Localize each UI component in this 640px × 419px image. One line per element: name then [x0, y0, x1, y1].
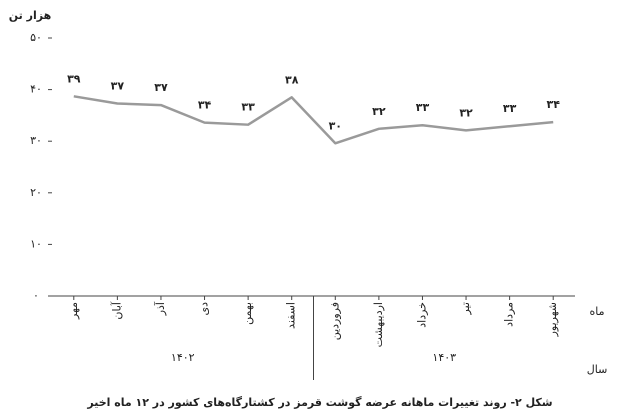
- data-label: ۳۰: [329, 119, 342, 132]
- data-label: ۳۴: [198, 99, 212, 112]
- month-row-label: ماه: [589, 305, 604, 318]
- y-tick-label: ۳۰: [30, 134, 42, 147]
- year-row-label: سال: [587, 363, 608, 376]
- line: [73, 95, 554, 145]
- caption: شکل ۲- روند تغییرات ماهانه عرضه گوشت قرم…: [86, 396, 552, 409]
- x-tick-label: خرداد: [415, 302, 428, 328]
- group-label: ۱۴۰۳: [432, 351, 456, 364]
- y-tick-label: ۴۰: [30, 83, 42, 96]
- x-tick-label: آبان: [109, 301, 123, 319]
- y-tick-label: ۵۰: [30, 31, 42, 44]
- data-label: ۳۲: [459, 106, 473, 119]
- x-tick-label: مهر: [67, 302, 80, 320]
- y-tick-label: ۰: [33, 289, 39, 302]
- x-tick-label: مرداد: [503, 302, 516, 327]
- group-label: ۱۴۰۲: [171, 351, 195, 364]
- y-tick-label: ۲۰: [30, 186, 42, 199]
- x-tick-label: اسفند: [285, 302, 298, 329]
- data-label: ۳۳: [241, 101, 255, 114]
- data-label: ۳۷: [111, 80, 125, 93]
- y-tick-label: ۱۰: [30, 237, 42, 250]
- x-tick-label: دی: [198, 302, 211, 316]
- x-tick-label: بهمن: [241, 302, 254, 325]
- x-tick-label: تیر: [459, 302, 472, 315]
- data-label: ۳۴: [546, 98, 560, 111]
- x-tick-label: آذر: [153, 301, 167, 316]
- data-label: ۳۷: [154, 81, 168, 94]
- x-tick-label: اردیبهشت: [372, 302, 385, 347]
- data-label: ۳۹: [67, 72, 81, 85]
- data-label: ۳۲: [372, 105, 386, 118]
- data-label: ۳۳: [416, 101, 430, 114]
- data-label: ۳۸: [285, 73, 299, 86]
- data-label: ۳۳: [503, 102, 517, 115]
- x-tick-label: فروردین: [328, 302, 341, 340]
- y-axis-label: هزار تن: [9, 9, 51, 22]
- x-tick-label: شهریور: [546, 302, 559, 337]
